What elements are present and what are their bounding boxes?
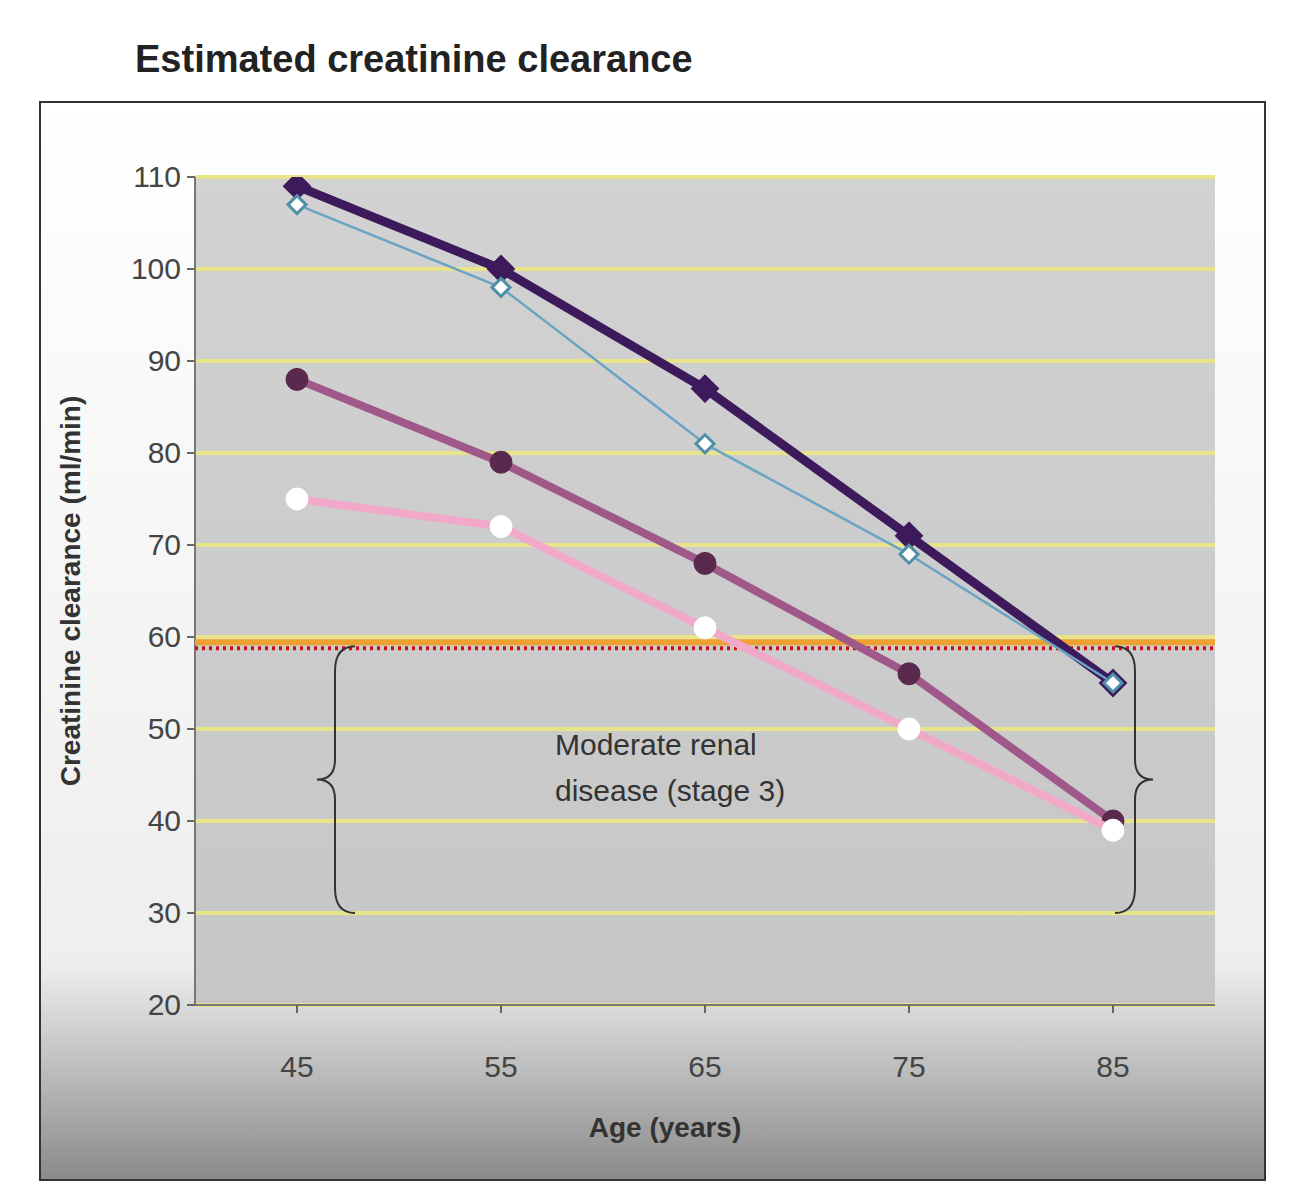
grid-line bbox=[195, 543, 1215, 547]
tick bbox=[187, 360, 195, 362]
chart: Estimated creatinine clearance 20 30 40 50 60… bbox=[0, 0, 1298, 1200]
plot-area bbox=[195, 177, 1215, 1005]
grid-line bbox=[195, 359, 1215, 363]
tick bbox=[187, 544, 195, 546]
tick bbox=[187, 636, 195, 638]
title: Estimated creatinine clearance bbox=[135, 38, 693, 80]
annotation: Moderate renal bbox=[555, 728, 757, 761]
marker bbox=[900, 545, 918, 563]
marker bbox=[1100, 670, 1126, 696]
tick-label: 70 bbox=[148, 528, 181, 561]
y-axis bbox=[194, 177, 196, 1005]
tick bbox=[908, 1005, 910, 1013]
tick bbox=[187, 268, 195, 270]
tick bbox=[187, 1004, 195, 1006]
tick-label: 85 bbox=[1096, 1050, 1129, 1083]
marker bbox=[692, 376, 718, 402]
tick bbox=[296, 1005, 298, 1013]
tick-label: 80 bbox=[148, 436, 181, 469]
tick-label: 65 bbox=[688, 1050, 721, 1083]
marker bbox=[492, 278, 510, 296]
marker bbox=[898, 663, 920, 685]
brace bbox=[1115, 646, 1153, 913]
marker bbox=[694, 552, 716, 574]
y-axis-label: Creatinine clearance (ml/min) bbox=[55, 396, 86, 787]
tick bbox=[187, 728, 195, 730]
tick bbox=[187, 912, 195, 914]
tick-label: 60 bbox=[148, 620, 181, 653]
marker bbox=[288, 196, 306, 214]
tick-label: 100 bbox=[131, 252, 181, 285]
tick-label: 50 bbox=[148, 712, 181, 745]
tick-label: 75 bbox=[892, 1050, 925, 1083]
series-line bbox=[297, 379, 1113, 821]
series-line bbox=[297, 205, 1113, 683]
tick-label: 110 bbox=[133, 160, 181, 193]
tick bbox=[187, 820, 195, 822]
marker bbox=[490, 451, 512, 473]
marker bbox=[490, 516, 512, 538]
frame bbox=[40, 102, 1265, 1180]
tick bbox=[704, 1005, 706, 1013]
tick bbox=[500, 1005, 502, 1013]
grid-line bbox=[195, 267, 1215, 271]
marker bbox=[898, 718, 920, 740]
brace bbox=[317, 646, 355, 913]
tick-label: 55 bbox=[484, 1050, 517, 1083]
marker bbox=[286, 488, 308, 510]
marker bbox=[1102, 819, 1124, 841]
x-axis-label: Age (years) bbox=[589, 1112, 742, 1143]
tick-label: 20 bbox=[148, 988, 181, 1021]
marker bbox=[694, 617, 716, 639]
tick-label: 45 bbox=[280, 1050, 313, 1083]
tick bbox=[187, 176, 195, 178]
annotation: disease (stage 3) bbox=[555, 774, 785, 807]
marker bbox=[286, 368, 308, 390]
series-line bbox=[297, 186, 1113, 683]
tick-label: 30 bbox=[148, 896, 181, 929]
series-line bbox=[297, 499, 1113, 830]
marker bbox=[696, 435, 714, 453]
marker bbox=[1104, 674, 1122, 692]
tick bbox=[187, 452, 195, 454]
tick-label: 90 bbox=[148, 344, 181, 377]
tick bbox=[1112, 1005, 1114, 1013]
tick-label: 40 bbox=[148, 804, 181, 837]
grid-line bbox=[195, 819, 1215, 823]
grid-line bbox=[195, 175, 1215, 179]
data-group bbox=[195, 177, 1215, 841]
